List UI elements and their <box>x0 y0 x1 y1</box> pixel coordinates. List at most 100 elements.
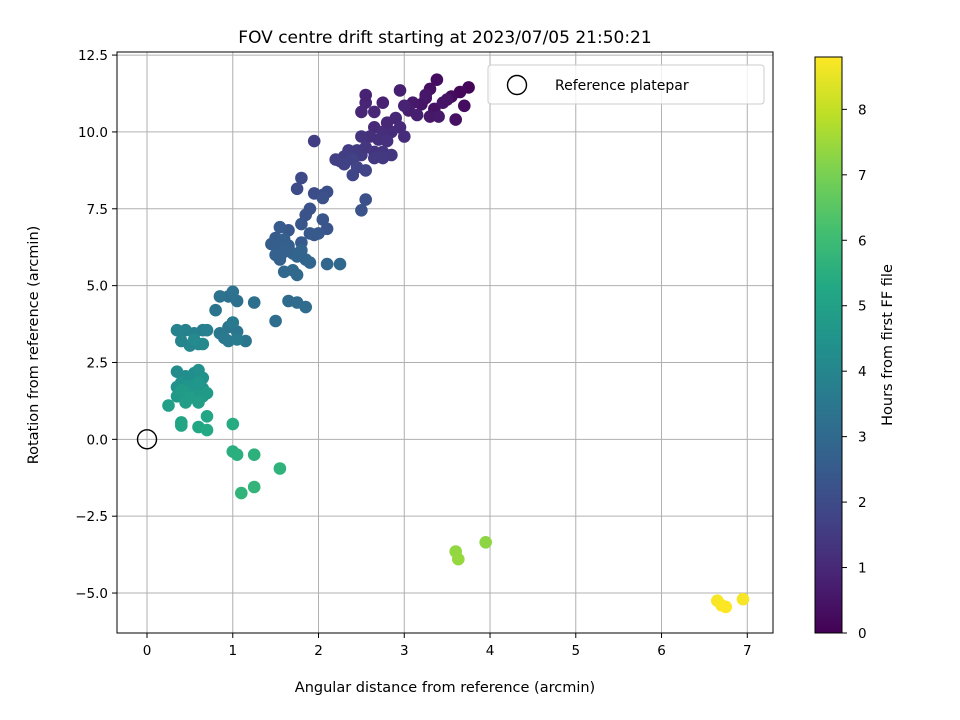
y-tick-label: 7.5 <box>87 202 108 218</box>
y-tick-label: −2.5 <box>75 509 108 525</box>
data-point <box>320 257 334 271</box>
data-point <box>230 333 244 346</box>
data-point <box>410 108 424 122</box>
data-point <box>312 227 325 240</box>
data-point <box>430 73 444 86</box>
y-tick-label: 10.0 <box>78 125 108 141</box>
data-point <box>719 600 733 614</box>
data-point <box>192 396 205 409</box>
y-tick-label: −5.0 <box>75 586 108 602</box>
data-point <box>452 552 465 566</box>
data-point <box>273 253 287 266</box>
data-point <box>380 116 394 129</box>
data-point <box>247 448 261 462</box>
data-point <box>200 423 214 437</box>
data-point <box>458 99 471 113</box>
x-tick-label: 5 <box>571 643 580 659</box>
plot-area-frame <box>116 51 774 634</box>
chart-title: FOV centre drift starting at 2023/07/05 … <box>238 28 651 48</box>
data-point <box>230 448 244 462</box>
data-point <box>273 462 287 475</box>
y-axis-label: Rotation from reference (arcmin) <box>26 226 42 465</box>
legend: Reference platepar <box>487 64 765 105</box>
data-point <box>393 84 407 97</box>
data-point <box>359 193 373 206</box>
data-point <box>376 96 390 109</box>
colorbar-ticks: 0 1 2 3 4 5 6 7 8 <box>842 102 867 642</box>
data-point <box>295 171 308 185</box>
data-point <box>226 316 240 329</box>
data-point <box>273 220 287 234</box>
data-points <box>162 73 750 614</box>
colorbar-tick-label: 5 <box>858 299 867 315</box>
data-point <box>213 290 227 303</box>
data-point <box>200 410 214 423</box>
x-axis-ticks: 0 1 2 3 4 5 6 7 <box>143 633 752 659</box>
x-tick-label: 0 <box>143 643 152 659</box>
data-point <box>368 105 381 119</box>
colorbar-label: Hours from first FF file <box>880 264 896 426</box>
data-point <box>449 113 463 126</box>
data-point <box>162 399 175 412</box>
x-axis-label: Angular distance from reference (arcmin) <box>295 680 595 696</box>
data-point <box>175 383 188 397</box>
data-point <box>170 323 184 337</box>
data-point <box>247 480 261 494</box>
data-point <box>226 285 240 299</box>
x-tick-label: 3 <box>400 643 409 659</box>
x-tick-label: 7 <box>743 643 752 659</box>
data-point <box>192 376 205 389</box>
data-point <box>359 164 373 177</box>
data-point <box>440 93 454 106</box>
reference-marker-group <box>136 429 158 450</box>
data-point <box>736 592 750 606</box>
colorbar-tick-label: 7 <box>858 168 867 184</box>
colorbar-tick-label: 0 <box>858 626 867 642</box>
data-point <box>295 217 308 231</box>
data-point <box>179 396 192 409</box>
data-point <box>226 417 240 431</box>
data-point <box>209 303 222 317</box>
data-point <box>333 257 347 271</box>
data-point <box>432 110 445 123</box>
x-tick-label: 1 <box>228 643 237 659</box>
y-tick-label: 0.0 <box>87 432 108 448</box>
data-point <box>200 386 214 400</box>
colorbar-gradient <box>814 56 843 634</box>
data-point <box>187 333 201 346</box>
data-point <box>359 141 373 154</box>
colorbar-tick-label: 2 <box>858 495 867 511</box>
colorbar-tick-label: 4 <box>858 364 867 380</box>
y-axis-ticks: −5.0 −2.5 0.0 2.5 5.0 7.5 10.0 12.5 <box>75 48 117 602</box>
colorbar-tick-label: 1 <box>858 561 867 577</box>
legend-marker-reference <box>506 74 528 96</box>
data-point <box>419 88 433 102</box>
data-point <box>269 314 282 328</box>
data-point <box>398 130 411 143</box>
colorbar-tick-label: 6 <box>858 233 867 249</box>
y-tick-label: 5.0 <box>87 279 108 295</box>
data-point <box>307 134 321 148</box>
legend-box <box>487 64 765 105</box>
colorbar-tick-label: 3 <box>858 430 867 446</box>
colorbar: 0 1 2 3 4 5 6 7 8 Hours from first FF file <box>814 56 896 642</box>
data-point <box>355 130 368 143</box>
data-point <box>175 419 188 432</box>
data-point <box>299 300 313 314</box>
data-point <box>235 486 248 500</box>
y-tick-label: 2.5 <box>87 355 108 371</box>
data-point <box>290 182 304 196</box>
y-tick-label: 12.5 <box>78 48 108 64</box>
x-tick-label: 2 <box>314 643 323 659</box>
data-point <box>355 204 368 217</box>
data-point <box>479 536 493 549</box>
data-point <box>303 256 317 269</box>
legend-label-reference: Reference platepar <box>555 78 689 94</box>
x-tick-label: 6 <box>657 643 666 659</box>
data-point <box>290 268 304 282</box>
x-tick-label: 4 <box>486 643 495 659</box>
reference-platepar-marker <box>136 429 158 450</box>
data-point <box>398 99 411 113</box>
